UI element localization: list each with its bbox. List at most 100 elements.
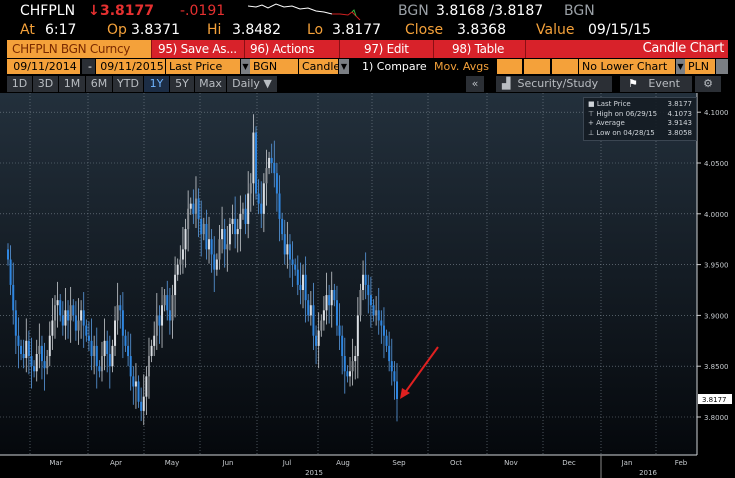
candle-body (171, 295, 174, 321)
event-button[interactable]: ⚑ Event (620, 76, 692, 92)
candle-body (307, 300, 310, 316)
candle-body (390, 361, 393, 372)
candle-body (385, 335, 388, 346)
net-change: -.0191 (180, 3, 226, 19)
candle-body (40, 345, 43, 362)
collapse-button[interactable]: « (466, 76, 484, 92)
time-value: 6:17 (45, 22, 77, 38)
last-price: 3.8177 (100, 3, 155, 19)
legend-avg: 3.9143 (667, 119, 693, 127)
range-5y[interactable]: 5Y (170, 76, 194, 92)
last-price-marker (698, 394, 732, 405)
table-button[interactable]: 98) Table (434, 40, 526, 58)
candle-body (372, 305, 375, 316)
high-label: Hi (207, 22, 222, 38)
compare-button[interactable]: 1) Compare (362, 60, 427, 73)
actions-button[interactable]: 96) Actions (245, 40, 340, 58)
range-ytd[interactable]: YTD (113, 76, 143, 92)
candle-body (161, 305, 164, 326)
candle-body (179, 259, 182, 265)
blank-field[interactable] (552, 59, 578, 74)
y-tick-label: 3.9000 (704, 312, 729, 320)
currency-field[interactable]: PLN (685, 59, 715, 74)
candle-body (367, 284, 370, 296)
mov-avgs-button[interactable]: Mov. Avgs (434, 60, 489, 73)
open-value: 3.8371 (131, 22, 180, 38)
period-dropdown[interactable]: Daily ▼ (227, 76, 277, 92)
range-6m[interactable]: 6M (86, 76, 112, 92)
candle-body (30, 356, 33, 367)
candle-body (218, 239, 221, 260)
year-label: 2015 (305, 469, 323, 477)
start-date-field[interactable]: 09/11/2014 (7, 59, 80, 74)
candle-body (56, 300, 59, 306)
candle-body (320, 320, 323, 331)
range-1m[interactable]: 1M (59, 76, 85, 92)
y-tick-label: 3.8500 (704, 363, 729, 371)
chevron-down-icon[interactable]: ▼ (339, 59, 349, 74)
legend-low: 3.8058 (667, 128, 693, 137)
gear-icon[interactable]: ⚙ (695, 76, 721, 92)
candle-body (304, 274, 307, 301)
candle-body (166, 295, 169, 311)
close-label: Close (405, 22, 444, 38)
candle-body (239, 213, 242, 230)
candle-body (226, 244, 229, 250)
candle-body (221, 229, 224, 240)
chevron-down-icon[interactable]: ▼ (241, 59, 250, 74)
source-field[interactable]: BGN (250, 59, 298, 74)
style-field[interactable]: Candle (299, 59, 338, 74)
candle-body (14, 310, 17, 336)
candle-body (364, 274, 367, 285)
candle-body (244, 208, 247, 224)
range-max[interactable]: Max (195, 76, 226, 92)
scroll-handle[interactable] (716, 59, 728, 74)
bid-ask: 3.8168 /3.8187 (436, 3, 544, 19)
candle-body (100, 356, 103, 372)
plot-background (0, 93, 697, 455)
range-3d[interactable]: 3D (33, 76, 58, 92)
security-field[interactable]: CHFPLN BGN Curncy (7, 40, 152, 58)
bid-source: BGN (398, 3, 429, 19)
candle-body (103, 340, 106, 357)
candle-body (59, 300, 62, 316)
security-study-button[interactable]: ▟ Security/Study (496, 76, 612, 92)
edit-button[interactable]: 97) Edit (340, 40, 434, 58)
candle-body (140, 401, 143, 411)
candle-body (20, 345, 23, 355)
end-date-field[interactable]: 09/11/2015 (96, 59, 165, 74)
candle-body (53, 305, 56, 321)
candle-body (291, 259, 294, 265)
candle-body (278, 193, 281, 219)
candle-body (176, 264, 179, 275)
lower-chart-field[interactable]: No Lower Chart (579, 59, 675, 74)
blank-field[interactable] (497, 59, 522, 74)
open-label: Op (107, 22, 127, 38)
candle-body (257, 193, 260, 204)
price-field[interactable]: Last Price (166, 59, 240, 74)
low-value: 3.8177 (332, 22, 381, 38)
candle-body (9, 259, 12, 285)
x-tick-label: Feb (675, 459, 688, 467)
candle-body (322, 310, 325, 321)
candle-body (231, 218, 234, 224)
x-tick-label: Sep (392, 459, 406, 467)
range-1d[interactable]: 1D (7, 76, 32, 92)
candle-body (382, 325, 385, 336)
candle-body (273, 163, 276, 174)
legend-high: 4.1073 (667, 109, 693, 118)
x-tick-label: Apr (110, 459, 122, 467)
range-1y[interactable]: 1Y (144, 76, 169, 92)
flag-icon: ⚑ (628, 77, 638, 90)
save-as-button[interactable]: 95) Save As... (153, 40, 245, 58)
candle-body (64, 310, 67, 326)
legend: ■ Last Price 3.8177 ⊤ High on 06/29/15 4.1… (583, 97, 697, 141)
chevron-down-icon[interactable]: ▼ (676, 59, 685, 74)
candle-body (90, 340, 93, 357)
candle-body (223, 229, 226, 250)
candle-body (33, 366, 36, 372)
blank-field[interactable] (524, 59, 550, 74)
x-tick-label: Oct (450, 459, 462, 467)
menu-bar: CHFPLN BGN Curncy 95) Save As... 96) Act… (7, 40, 728, 58)
candle-body (283, 234, 286, 255)
